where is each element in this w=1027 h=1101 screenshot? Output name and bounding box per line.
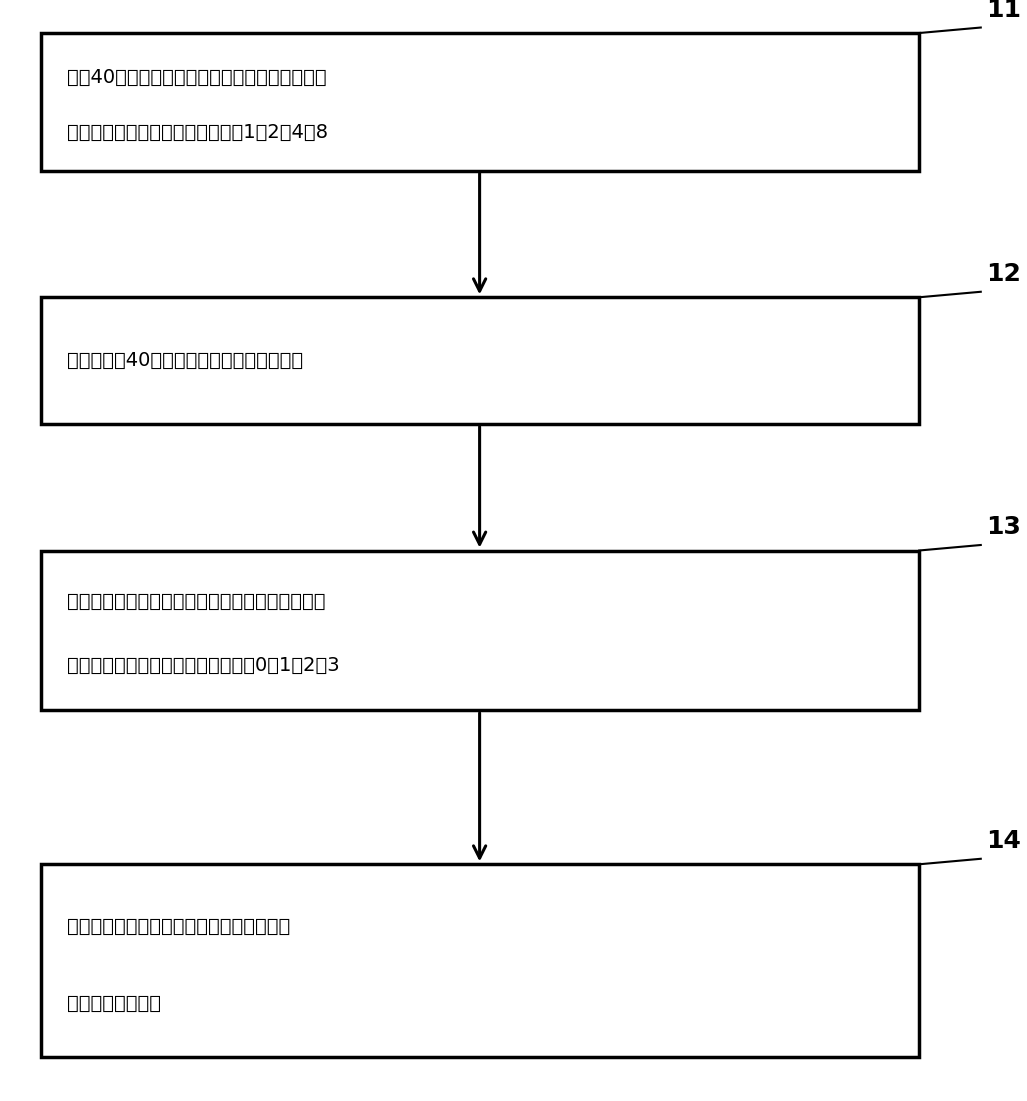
- Text: 对每组采样点进行求和操作，得到采样点组和序列: 对每组采样点进行求和操作，得到采样点组和序列: [67, 592, 326, 611]
- Text: 将每个子帧40个采样点根据其编号进行分组: 将每个子帧40个采样点根据其编号进行分组: [67, 351, 303, 370]
- Text: 并对每组求和结果进行编号，编号为0、1、2、3: 并对每组求和结果进行编号，编号为0、1、2、3: [67, 656, 339, 675]
- Text: 12: 12: [986, 262, 1021, 286]
- Text: 13: 13: [986, 515, 1021, 539]
- FancyBboxPatch shape: [41, 864, 919, 1057]
- Text: 得到转子位置信息: 得到转子位置信息: [67, 993, 161, 1013]
- Text: 11: 11: [986, 0, 1021, 22]
- Text: 对每个子帧分别进行编号，编号为1、2、4、8: 对每个子帧分别进行编号，编号为1、2、4、8: [67, 122, 328, 142]
- Text: 将每40个采样点分为一个子帧，共分为多个子帧: 将每40个采样点分为一个子帧，共分为多个子帧: [67, 67, 327, 87]
- FancyBboxPatch shape: [41, 550, 919, 710]
- FancyBboxPatch shape: [41, 33, 919, 171]
- Text: 14: 14: [986, 829, 1021, 853]
- Text: 对采样点组和序列中的采样点进行插値操作: 对采样点组和序列中的采样点进行插値操作: [67, 916, 290, 936]
- FancyBboxPatch shape: [41, 297, 919, 424]
